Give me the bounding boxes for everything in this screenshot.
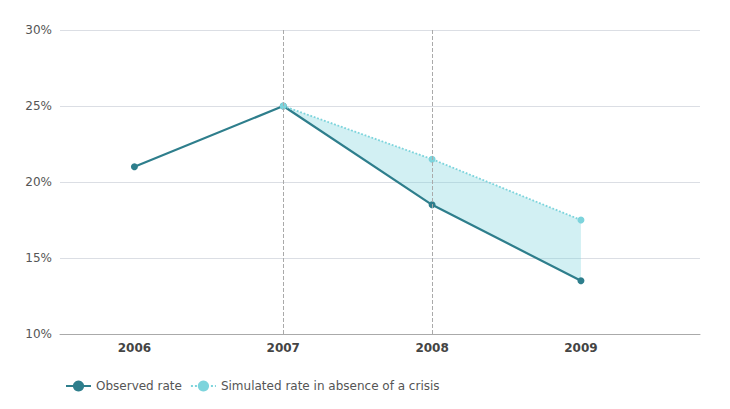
svg-text:15%: 15% <box>25 251 52 265</box>
svg-text:30%: 30% <box>25 23 52 37</box>
svg-text:Simulated rate in absence of a: Simulated rate in absence of a crisis <box>221 379 440 393</box>
svg-text:20%: 20% <box>25 175 52 189</box>
svg-text:2007: 2007 <box>267 341 300 355</box>
svg-text:10%: 10% <box>25 327 52 341</box>
svg-text:2008: 2008 <box>415 341 448 355</box>
svg-text:2009: 2009 <box>564 341 597 355</box>
svg-text:25%: 25% <box>25 99 52 113</box>
svg-text:2006: 2006 <box>118 341 151 355</box>
svg-text:Observed rate: Observed rate <box>96 379 182 393</box>
